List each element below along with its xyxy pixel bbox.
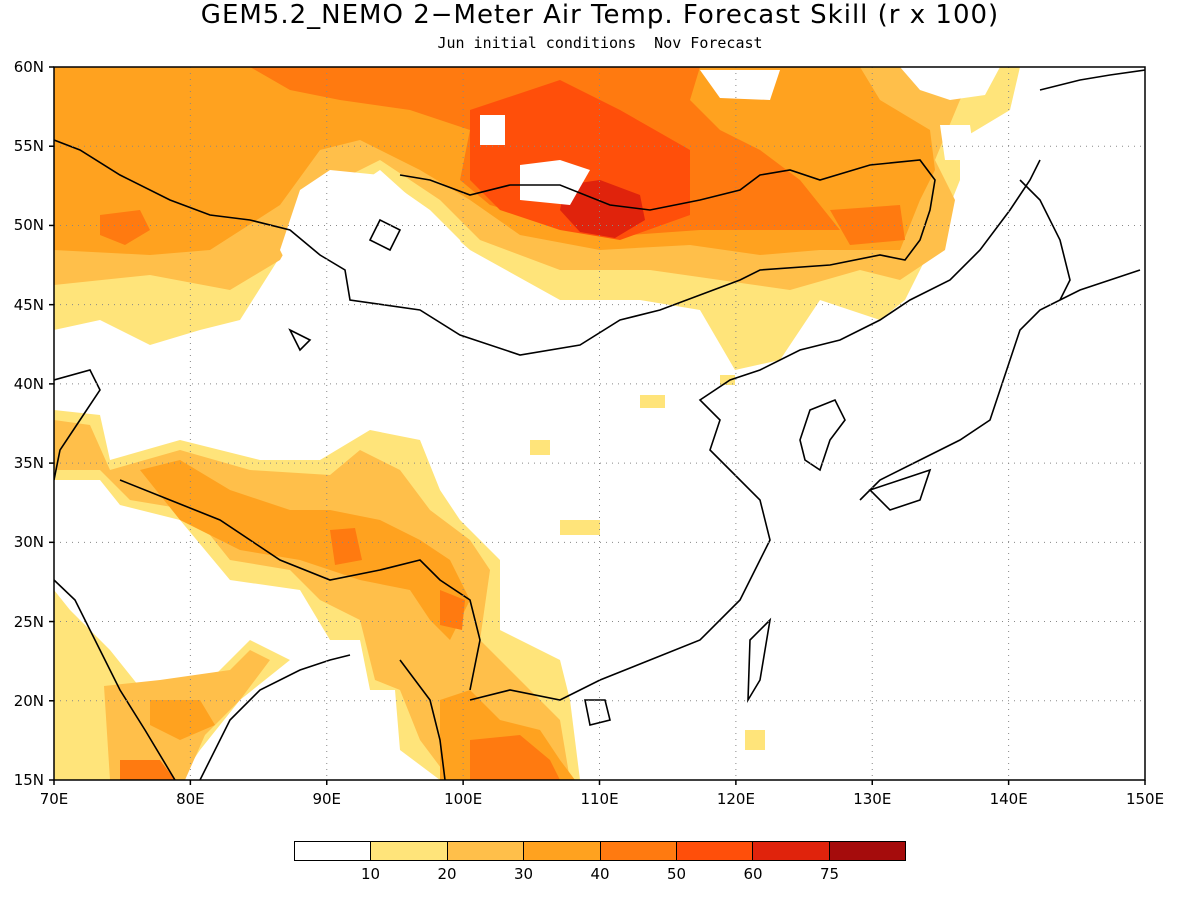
colorbar-swatch xyxy=(524,842,601,860)
lon-tick-label: 110E xyxy=(580,790,619,808)
skill-field xyxy=(54,67,1020,780)
skill-region-tibet-spot xyxy=(330,528,362,565)
colorbar-swatch xyxy=(753,842,830,860)
colorbar-swatch xyxy=(447,842,525,860)
skill-region-india-hi xyxy=(150,700,215,740)
colorbar-swatch xyxy=(371,842,448,860)
lat-tick-label: 60N xyxy=(13,58,44,76)
skill-region-yunnan-spot xyxy=(440,590,465,630)
skill-region-west-spot xyxy=(100,210,150,245)
lon-tick-label: 140E xyxy=(989,790,1028,808)
colorbar-label: 50 xyxy=(666,865,687,883)
colorbar-label: 30 xyxy=(513,865,534,883)
lat-tick-label: 15N xyxy=(13,771,44,789)
lat-tick-label: 35N xyxy=(13,454,44,473)
chart-subtitle: Jun initial conditions Nov Forecast xyxy=(437,34,763,52)
lat-tick-label: 45N xyxy=(13,295,44,314)
lat-tick-label: 55N xyxy=(13,137,44,156)
lon-tick-label: 130E xyxy=(853,790,892,808)
lon-tick-label: 120E xyxy=(716,790,755,808)
lat-tick-label: 20N xyxy=(13,691,44,710)
colorbar-swatch xyxy=(829,842,905,860)
chart-title: GEM5.2_NEMO 2−Meter Air Temp. Forecast S… xyxy=(200,0,1000,30)
colorbar-label: 75 xyxy=(819,865,840,883)
colorbar-swatch xyxy=(676,842,754,860)
colorbar-swatch xyxy=(295,842,372,860)
lat-tick-label: 25N xyxy=(13,612,44,631)
colorbar-label: 60 xyxy=(743,865,763,883)
lat-tick-label: 30N xyxy=(13,533,44,552)
lat-tick-label: 40N xyxy=(13,374,44,393)
grid xyxy=(54,67,1145,780)
lat-tick-label: 50N xyxy=(13,216,44,235)
skill-region-india-south xyxy=(120,760,175,780)
colorbar xyxy=(294,841,906,861)
colorbar-swatch xyxy=(600,842,677,860)
skill-region-indochina-hi xyxy=(470,735,560,780)
lon-tick-label: 80E xyxy=(176,790,205,808)
skill-region-tibet-mid xyxy=(54,420,570,780)
colorbar-label: 20 xyxy=(437,865,457,883)
skill-region-east-spot xyxy=(830,205,905,245)
lon-tick-label: 90E xyxy=(312,790,342,808)
skill-region-tibet-hi xyxy=(140,460,470,640)
lon-tick-label: 100E xyxy=(444,790,483,808)
lon-tick-label: 70E xyxy=(39,790,69,808)
coastlines xyxy=(54,69,1145,780)
colorbar-label: 10 xyxy=(360,865,381,883)
lon-tick-label: 150E xyxy=(1125,790,1165,808)
skill-region-mongolia-max xyxy=(560,180,645,238)
colorbar-label: 40 xyxy=(590,865,610,883)
